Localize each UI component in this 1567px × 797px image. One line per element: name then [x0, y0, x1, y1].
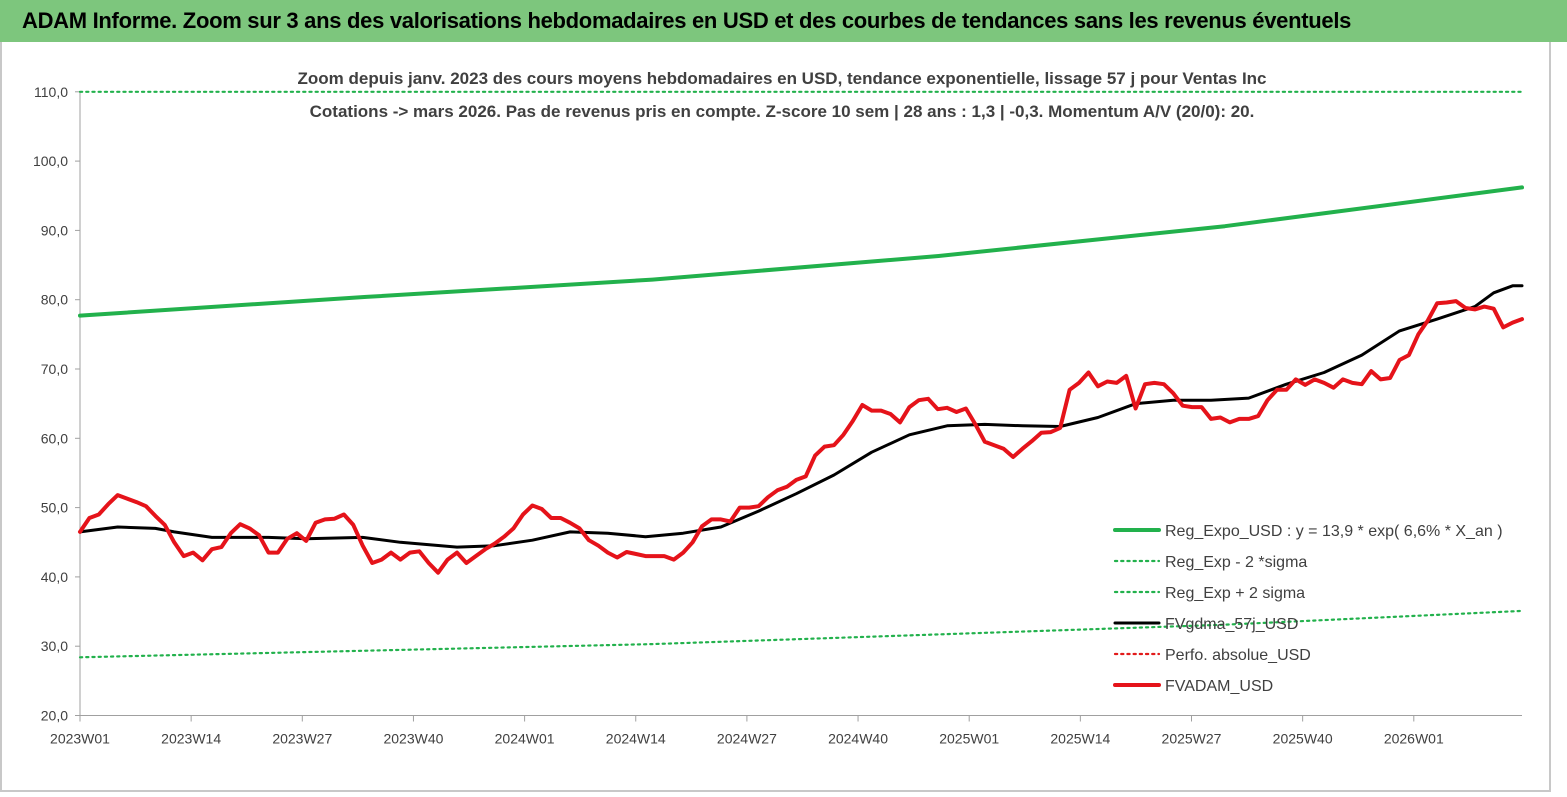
- series-line-0: [78, 185, 1524, 318]
- legend-label-1: Reg_Exp - 2 *sigma: [1165, 554, 1307, 571]
- series-line-5: [78, 299, 1524, 575]
- report-title: ADAM Informe. Zoom sur 3 ans des valoris…: [22, 8, 1352, 33]
- x-tick-label: 2025W27: [1162, 731, 1222, 747]
- legend-label-2: Reg_Exp + 2 sigma: [1165, 585, 1305, 602]
- y-tick-label: 70,0: [41, 361, 68, 377]
- x-tick-label: 2024W40: [828, 731, 888, 747]
- x-tick-label: 2025W40: [1273, 731, 1333, 747]
- x-tick-label: 2023W01: [50, 731, 110, 747]
- y-tick-label: 20,0: [41, 708, 68, 724]
- series-line-1: [78, 609, 1524, 659]
- x-tick-label: 2026W01: [1384, 731, 1444, 747]
- y-tick-label: 30,0: [41, 638, 68, 654]
- y-tick-label: 80,0: [41, 292, 68, 308]
- series-line-3: [78, 284, 1524, 549]
- chart-frame: Zoom depuis janv. 2023 des cours moyens …: [0, 42, 1567, 792]
- x-tick-label: 2024W14: [606, 731, 666, 747]
- y-tick-label: 90,0: [41, 222, 68, 238]
- chart-title-line-2: Cotations -> mars 2026. Pas de revenus p…: [310, 102, 1255, 121]
- chart-axes: 20,0 30,0 40,0 50,0 60,0 70,0 80,0 90,0 100,0 110…: [33, 84, 1522, 747]
- y-tick-label: 110,0: [34, 84, 68, 100]
- x-tick-label: 2024W27: [717, 731, 777, 747]
- legend-label-3: FVgdma_57j_USD: [1165, 616, 1298, 633]
- report-header: ADAM Informe. Zoom sur 3 ans des valoris…: [0, 0, 1567, 42]
- x-tick-label: 2024W01: [495, 731, 555, 747]
- chart-legend: Reg_Expo_USD : y = 13,9 * exp( 6,6% * X_…: [1113, 523, 1503, 695]
- y-tick-label: 100,0: [33, 153, 68, 169]
- chart-title-line-1: Zoom depuis janv. 2023 des cours moyens …: [298, 69, 1267, 88]
- x-tick-label: 2023W27: [272, 731, 332, 747]
- y-tick-label: 50,0: [41, 500, 68, 516]
- legend-label-5: FVADAM_USD: [1165, 678, 1273, 695]
- y-tick-label: 40,0: [41, 569, 68, 585]
- series-layer: [78, 90, 1524, 659]
- y-tick-label: 60,0: [41, 430, 68, 446]
- x-tick-label: 2025W01: [939, 731, 999, 747]
- price-trend-chart: Zoom depuis janv. 2023 des cours moyens …: [0, 42, 1551, 792]
- legend-label-4: Perfo. absolue_USD: [1165, 647, 1311, 664]
- x-tick-label: 2025W14: [1050, 731, 1110, 747]
- legend-label-0: Reg_Expo_USD : y = 13,9 * exp( 6,6% * X_…: [1165, 523, 1503, 540]
- x-tick-label: 2023W14: [161, 731, 221, 747]
- x-tick-label: 2023W40: [383, 731, 443, 747]
